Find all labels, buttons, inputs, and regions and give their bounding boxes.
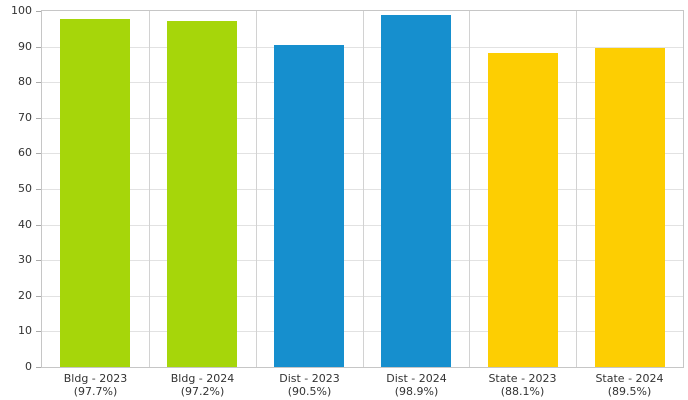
category-percentage: (98.9%): [394, 385, 439, 398]
x-axis-category-label: Dist - 2023 (90.5%): [256, 372, 363, 398]
category-name: State - 2024: [595, 372, 664, 385]
y-axis-tick-mark: [36, 82, 41, 83]
y-axis-tick-mark: [36, 331, 41, 332]
category-percentage: (89.5%): [607, 385, 652, 398]
y-axis-tick-mark: [36, 296, 41, 297]
category-percentage: (90.5%): [287, 385, 332, 398]
x-axis-category-label: Bldg - 2024 (97.2%): [149, 372, 256, 398]
y-axis-tick-mark: [36, 225, 41, 226]
x-axis-category-label: Dist - 2024 (98.9%): [363, 372, 470, 398]
y-axis-tick-mark: [36, 11, 41, 12]
bar-bldg-2023: [60, 19, 130, 367]
category-name: Bldg - 2023: [63, 372, 128, 385]
bar-state-2024: [595, 48, 665, 367]
category-percentage: (97.7%): [73, 385, 118, 398]
y-axis-tick-mark: [36, 47, 41, 48]
x-axis-category-label: Bldg - 2023 (97.7%): [42, 372, 149, 398]
y-axis-tick-mark: [36, 189, 41, 190]
horizontal-gridline: [42, 153, 683, 154]
y-axis-tick-mark: [36, 118, 41, 119]
y-axis-tick-label: 20: [18, 289, 32, 302]
y-axis-tick-label: 50: [18, 182, 32, 195]
x-axis-category-label: State - 2024 (89.5%): [576, 372, 683, 398]
category-name: Dist - 2023: [279, 372, 340, 385]
vertical-gridline: [469, 11, 470, 367]
horizontal-gridline: [42, 189, 683, 190]
y-axis-tick-label: 60: [18, 146, 32, 159]
vertical-gridline: [576, 11, 577, 367]
y-axis-tick-mark: [36, 260, 41, 261]
horizontal-gridline: [42, 47, 683, 48]
category-percentage: (88.1%): [500, 385, 545, 398]
bar-dist-2023: [274, 45, 344, 367]
horizontal-gridline: [42, 296, 683, 297]
plot-area: [41, 10, 684, 368]
horizontal-gridline: [42, 225, 683, 226]
bar-state-2023: [488, 53, 558, 367]
category-name: State - 2023: [488, 372, 557, 385]
y-axis-tick-mark: [36, 153, 41, 154]
vertical-gridline: [149, 11, 150, 367]
vertical-gridline: [363, 11, 364, 367]
horizontal-gridline: [42, 260, 683, 261]
y-axis-tick-label: 70: [18, 111, 32, 124]
horizontal-gridline: [42, 82, 683, 83]
category-name: Dist - 2024: [386, 372, 447, 385]
horizontal-gridline: [42, 118, 683, 119]
y-axis-tick-label: 10: [18, 324, 32, 337]
y-axis-tick-label: 100: [11, 4, 32, 17]
y-axis-tick-label: 40: [18, 218, 32, 231]
bar-dist-2024: [381, 15, 451, 367]
y-axis-tick-label: 80: [18, 75, 32, 88]
y-axis-tick-label: 90: [18, 40, 32, 53]
x-axis-category-label: State - 2023 (88.1%): [469, 372, 576, 398]
bar-bldg-2024: [167, 21, 237, 367]
horizontal-gridline: [42, 331, 683, 332]
category-name: Bldg - 2024: [170, 372, 235, 385]
category-percentage: (97.2%): [180, 385, 225, 398]
y-axis-tick-mark: [36, 367, 41, 368]
y-axis-tick-label: 30: [18, 253, 32, 266]
vertical-gridline: [256, 11, 257, 367]
y-axis-tick-label: 0: [25, 360, 32, 373]
